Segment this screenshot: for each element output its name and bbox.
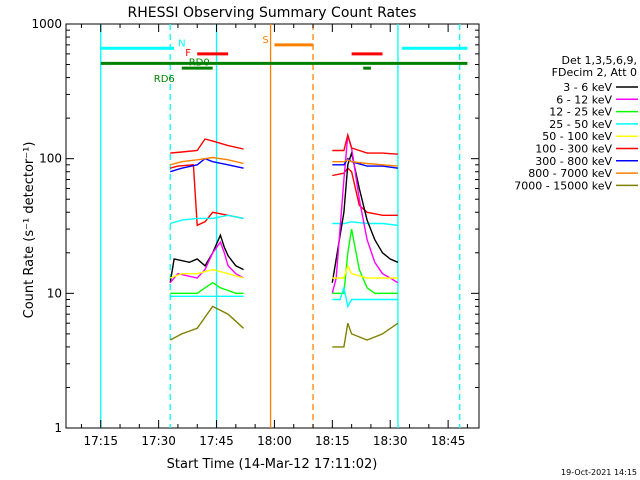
series-line-4-segment-0 (169, 268, 244, 279)
state-label-rd6: RD6 (154, 74, 175, 85)
chart-title: RHESSI Observing Summary Count Rates (128, 5, 417, 21)
y-axis-label: Count Rate (s⁻¹ detector⁻¹) (22, 142, 37, 319)
x-tick-label-5: 18:30 (373, 434, 408, 448)
y-tick-label-0: 1 (54, 421, 62, 435)
footer-date: 19-Oct-2021 14:15 (561, 468, 637, 477)
legend-header-line-2: FDecim 2, Att 0 (552, 66, 637, 79)
state-label-f: F (185, 48, 191, 59)
plot-frame (65, 23, 480, 429)
series-line-3-segment-1 (332, 285, 398, 309)
x-axis-label: Start Time (14-Mar-12 17:11:02) (167, 457, 378, 472)
x-tick-label-0: 17:15 (83, 434, 118, 448)
legend-label-3: 25 - 50 keV (549, 118, 612, 131)
series-line-7-segment-0 (170, 156, 244, 166)
extra-trace-1-segment-0 (170, 214, 244, 225)
state-label-n: N (178, 38, 185, 49)
legend-label-5: 100 - 300 keV (535, 143, 612, 156)
series-line-0-segment-1 (331, 150, 399, 283)
x-tick-label-3: 18:00 (257, 434, 292, 448)
series-line-4-segment-1 (332, 263, 398, 279)
extra-trace-0-segment-0 (170, 164, 244, 227)
series-line-2-segment-1 (332, 228, 398, 294)
y-tick-label-3: 1000 (31, 17, 62, 31)
legend-header-line-1: Det 1,3,5,6,9, (561, 54, 637, 67)
series-line-8-segment-0 (169, 305, 245, 341)
axes-layer: 1 10 100 1000 17:15 17:30 17:45 18:00 18:15 18:30… (31, 17, 479, 448)
legend-label-0: 3 - 6 keV (563, 81, 612, 94)
y-tick-label-2: 100 (39, 152, 62, 166)
legend-label-6: 300 - 800 keV (535, 155, 612, 168)
state-label-s: S (262, 35, 268, 46)
series-line-5-segment-1 (332, 132, 398, 155)
legend-label-8: 7000 - 15000 keV (514, 179, 612, 192)
x-tick-label-1: 17:30 (141, 434, 176, 448)
legend-label-7: 800 - 7000 keV (528, 167, 612, 180)
legend-label-2: 12 - 25 keV (549, 106, 612, 119)
series-line-5-segment-0 (170, 138, 244, 154)
series-line-1-segment-0 (169, 240, 244, 284)
x-tick-label-2: 17:45 (199, 434, 234, 448)
legend-label-4: 50 - 100 keV (542, 130, 612, 143)
series-line-1-segment-1 (331, 134, 399, 294)
y-tick-label-1: 10 (47, 286, 62, 300)
series-line-8-segment-1 (332, 322, 399, 348)
x-tick-label-6: 18:45 (431, 434, 466, 448)
series-line-2-segment-0 (170, 281, 244, 294)
legend-label-1: 6 - 12 keV (556, 93, 612, 106)
x-tick-label-4: 18:15 (315, 434, 350, 448)
series-line-7-segment-1 (332, 159, 398, 167)
state-label-rd0: RD0 (189, 57, 210, 68)
